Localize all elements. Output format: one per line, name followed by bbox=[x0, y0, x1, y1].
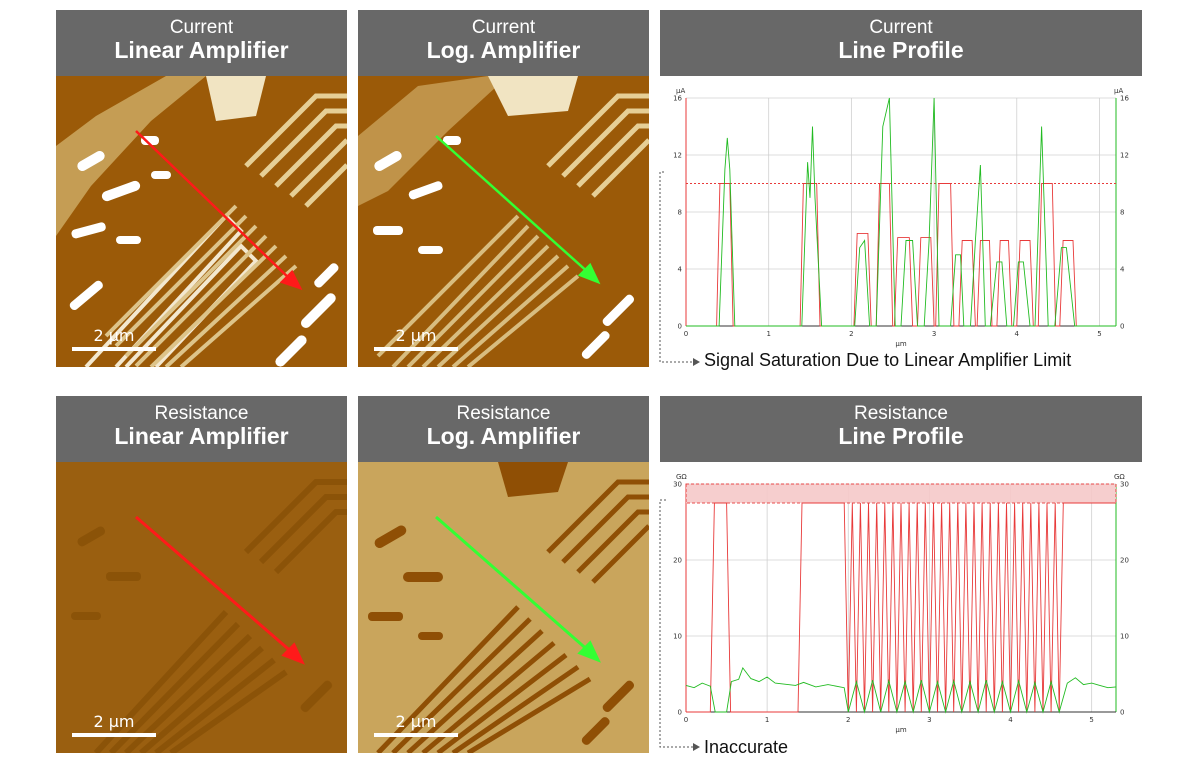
scale-bar: 2 μm bbox=[72, 326, 156, 351]
series-line-log bbox=[685, 666, 1117, 714]
x-axis-unit: μm bbox=[895, 726, 906, 734]
chart-resistance-profile: 0 1 2 3 4 5 0 0 10 10 20 20 30 30 GΩ GΩ μm bbox=[660, 462, 1142, 753]
scale-bar: 2 μm bbox=[374, 712, 458, 737]
annotation-resistance-text: Inaccurate bbox=[704, 737, 789, 757]
scale-bar: 2 μm bbox=[72, 712, 156, 737]
x-tick-label: 0 bbox=[684, 716, 688, 724]
panel-title-line1: Resistance bbox=[854, 403, 948, 424]
y-axis-unit-left: μA bbox=[676, 87, 685, 95]
y-tick-label-right: 16 bbox=[1120, 95, 1129, 103]
panel-header: Current Linear Amplifier bbox=[56, 10, 347, 76]
afm-image-current-linear bbox=[56, 76, 347, 367]
x-tick-label: 5 bbox=[1089, 716, 1093, 724]
annotation-current-text: Signal Saturation Due to Linear Amplifie… bbox=[704, 350, 1072, 370]
chart-current-profile: 0 1 2 3 4 5 0 0 4 4 8 8 12 12 16 16 μA μA μm bbox=[660, 76, 1142, 367]
y-tick-label-left: 8 bbox=[678, 209, 682, 217]
x-tick-label: 3 bbox=[927, 716, 931, 724]
x-axis-unit: μm bbox=[895, 340, 906, 348]
y-tick-label-right: 0 bbox=[1120, 323, 1124, 331]
y-tick-label-right: 30 bbox=[1120, 481, 1129, 489]
scale-bar-line bbox=[374, 347, 458, 351]
y-tick-label-right: 20 bbox=[1120, 557, 1129, 565]
y-tick-label-left: 30 bbox=[673, 481, 682, 489]
scale-label: 2 μm bbox=[395, 326, 437, 345]
panel-title-line2: Line Profile bbox=[838, 423, 964, 449]
x-tick-label: 1 bbox=[766, 330, 770, 338]
scale-label: 2 μm bbox=[93, 326, 135, 345]
x-tick-label: 3 bbox=[932, 330, 936, 338]
y-axis-unit-right: μA bbox=[1114, 87, 1123, 95]
panel-header: Resistance Linear Amplifier bbox=[56, 396, 347, 462]
y-tick-label-left: 0 bbox=[678, 323, 682, 331]
panel-title-line1: Resistance bbox=[456, 403, 551, 424]
series-line-linear bbox=[686, 502, 1116, 713]
y-tick-label-left: 12 bbox=[673, 152, 682, 160]
y-tick-label-left: 10 bbox=[673, 633, 682, 641]
panel-title-line2: Linear Amplifier bbox=[114, 37, 289, 63]
panel-title-line1: Resistance bbox=[154, 403, 249, 424]
panel-title-line1: Current bbox=[471, 17, 536, 38]
panel-header: Resistance Line Profile bbox=[660, 396, 1142, 462]
y-tick-label-right: 12 bbox=[1120, 152, 1129, 160]
x-tick-label: 1 bbox=[765, 716, 769, 724]
y-tick-label-left: 16 bbox=[673, 95, 682, 103]
y-tick-label-right: 4 bbox=[1120, 266, 1125, 274]
panel-title-line2: Line Profile bbox=[838, 37, 964, 63]
panel-title-line1: Current bbox=[169, 17, 234, 38]
panel-title-line2: Linear Amplifier bbox=[114, 423, 289, 449]
annotation-resistance-connector bbox=[659, 499, 700, 751]
y-tick-label-right: 0 bbox=[1120, 709, 1124, 717]
x-tick-label: 4 bbox=[1015, 330, 1020, 338]
scale-bar: 2 μm bbox=[374, 326, 458, 351]
y-tick-label-right: 10 bbox=[1120, 633, 1129, 641]
annotation-current: Signal Saturation Due to Linear Amplifie… bbox=[704, 350, 1071, 371]
x-tick-label: 4 bbox=[1008, 716, 1013, 724]
series-line-linear bbox=[686, 183, 1116, 327]
scale-bar-line bbox=[72, 733, 156, 737]
panel-title-line2: Log. Amplifier bbox=[426, 423, 581, 449]
panel-current-profile: Current Line Profile 0 1 2 3 4 5 0 0 4 4 8 8 12 12 16 1… bbox=[660, 10, 1142, 367]
panel-header: Resistance Log. Amplifier bbox=[358, 396, 649, 462]
y-tick-label-left: 0 bbox=[678, 709, 682, 717]
panel-title-line2: Log. Amplifier bbox=[426, 37, 581, 63]
y-tick-label-right: 8 bbox=[1120, 209, 1124, 217]
panel-header: Current Log. Amplifier bbox=[358, 10, 649, 76]
panel-resistance-log: Resistance Log. Amplifier bbox=[358, 396, 649, 753]
annotation-current-connector bbox=[659, 171, 700, 366]
y-axis-unit-right: GΩ bbox=[1114, 473, 1125, 481]
saturation-band bbox=[685, 483, 1117, 504]
panel-current-linear: Current Linear Amplifier bbox=[56, 10, 347, 367]
x-tick-label: 5 bbox=[1097, 330, 1101, 338]
scale-bar-line bbox=[72, 347, 156, 351]
afm-image-resistance-linear bbox=[56, 462, 347, 753]
afm-image-current-log bbox=[358, 76, 649, 367]
y-tick-label-left: 20 bbox=[673, 557, 682, 565]
y-axis-unit-left: GΩ bbox=[676, 473, 687, 481]
x-tick-label: 0 bbox=[684, 330, 688, 338]
scale-label: 2 μm bbox=[93, 712, 135, 731]
panel-resistance-profile: Resistance Line Profile 0 1 2 3 4 5 0 0 10 10 20 20… bbox=[660, 396, 1142, 753]
scale-bar-line bbox=[374, 733, 458, 737]
series-line-log bbox=[686, 97, 1116, 327]
y-tick-label-left: 4 bbox=[678, 266, 683, 274]
panel-title-line1: Current bbox=[869, 17, 933, 38]
annotation-resistance: Inaccurate bbox=[704, 737, 788, 758]
afm-image-resistance-log bbox=[358, 462, 649, 753]
x-tick-label: 2 bbox=[849, 330, 853, 338]
panel-header: Current Line Profile bbox=[660, 10, 1142, 76]
panel-current-log: Current Log. Amplifier bbox=[358, 10, 649, 367]
scale-label: 2 μm bbox=[395, 712, 437, 731]
x-tick-label: 2 bbox=[846, 716, 850, 724]
panel-resistance-linear: Resistance Linear Amplifier bbox=[56, 396, 347, 753]
